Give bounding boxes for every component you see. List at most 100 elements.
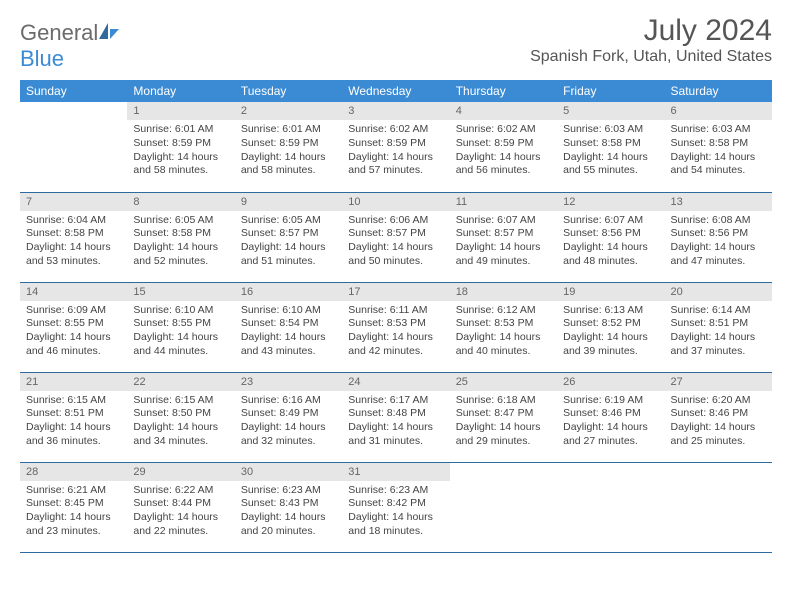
sunset-line: Sunset: 8:49 PM	[241, 407, 336, 421]
day-number: 28	[20, 463, 127, 481]
sunset-line: Sunset: 8:58 PM	[26, 227, 121, 241]
day-number: 25	[450, 373, 557, 391]
day-content: Sunrise: 6:09 AMSunset: 8:55 PMDaylight:…	[20, 301, 127, 365]
day-cell: 9Sunrise: 6:05 AMSunset: 8:57 PMDaylight…	[235, 192, 342, 282]
daylight-line: Daylight: 14 hours and 32 minutes.	[241, 421, 336, 448]
day-content: Sunrise: 6:03 AMSunset: 8:58 PMDaylight:…	[557, 120, 664, 184]
brand-word-2: Blue	[20, 46, 64, 71]
sunrise-line: Sunrise: 6:09 AM	[26, 304, 121, 318]
daylight-line: Daylight: 14 hours and 58 minutes.	[241, 151, 336, 178]
sunset-line: Sunset: 8:46 PM	[563, 407, 658, 421]
week-row: 21Sunrise: 6:15 AMSunset: 8:51 PMDayligh…	[20, 372, 772, 462]
day-number: 14	[20, 283, 127, 301]
daylight-line: Daylight: 14 hours and 54 minutes.	[671, 151, 766, 178]
day-content: Sunrise: 6:07 AMSunset: 8:56 PMDaylight:…	[557, 211, 664, 275]
day-content: Sunrise: 6:17 AMSunset: 8:48 PMDaylight:…	[342, 391, 449, 455]
day-number: 11	[450, 193, 557, 211]
sunrise-line: Sunrise: 6:13 AM	[563, 304, 658, 318]
day-cell: 8Sunrise: 6:05 AMSunset: 8:58 PMDaylight…	[127, 192, 234, 282]
day-content: Sunrise: 6:10 AMSunset: 8:54 PMDaylight:…	[235, 301, 342, 365]
daylight-line: Daylight: 14 hours and 29 minutes.	[456, 421, 551, 448]
sunrise-line: Sunrise: 6:02 AM	[456, 123, 551, 137]
sunrise-line: Sunrise: 6:04 AM	[26, 214, 121, 228]
day-number: 7	[20, 193, 127, 211]
day-content: Sunrise: 6:03 AMSunset: 8:58 PMDaylight:…	[665, 120, 772, 184]
day-cell: 22Sunrise: 6:15 AMSunset: 8:50 PMDayligh…	[127, 372, 234, 462]
daylight-line: Daylight: 14 hours and 20 minutes.	[241, 511, 336, 538]
day-cell: 16Sunrise: 6:10 AMSunset: 8:54 PMDayligh…	[235, 282, 342, 372]
day-cell: 5Sunrise: 6:03 AMSunset: 8:58 PMDaylight…	[557, 102, 664, 192]
day-cell: 11Sunrise: 6:07 AMSunset: 8:57 PMDayligh…	[450, 192, 557, 282]
month-title: July 2024	[530, 14, 772, 48]
daylight-line: Daylight: 14 hours and 18 minutes.	[348, 511, 443, 538]
day-cell: 3Sunrise: 6:02 AMSunset: 8:59 PMDaylight…	[342, 102, 449, 192]
day-content: Sunrise: 6:15 AMSunset: 8:50 PMDaylight:…	[127, 391, 234, 455]
sunrise-line: Sunrise: 6:03 AM	[563, 123, 658, 137]
day-cell: 19Sunrise: 6:13 AMSunset: 8:52 PMDayligh…	[557, 282, 664, 372]
sunrise-line: Sunrise: 6:19 AM	[563, 394, 658, 408]
day-content: Sunrise: 6:06 AMSunset: 8:57 PMDaylight:…	[342, 211, 449, 275]
weekday-header: Saturday	[665, 80, 772, 102]
day-number: 21	[20, 373, 127, 391]
day-number: 18	[450, 283, 557, 301]
sunrise-line: Sunrise: 6:10 AM	[133, 304, 228, 318]
daylight-line: Daylight: 14 hours and 46 minutes.	[26, 331, 121, 358]
day-cell: 26Sunrise: 6:19 AMSunset: 8:46 PMDayligh…	[557, 372, 664, 462]
daylight-line: Daylight: 14 hours and 53 minutes.	[26, 241, 121, 268]
day-cell: 14Sunrise: 6:09 AMSunset: 8:55 PMDayligh…	[20, 282, 127, 372]
sunrise-line: Sunrise: 6:01 AM	[133, 123, 228, 137]
daylight-line: Daylight: 14 hours and 48 minutes.	[563, 241, 658, 268]
sunset-line: Sunset: 8:53 PM	[348, 317, 443, 331]
day-number: 12	[557, 193, 664, 211]
day-cell: 30Sunrise: 6:23 AMSunset: 8:43 PMDayligh…	[235, 462, 342, 552]
sunrise-line: Sunrise: 6:18 AM	[456, 394, 551, 408]
calendar-table: SundayMondayTuesdayWednesdayThursdayFrid…	[20, 80, 772, 553]
day-cell: 24Sunrise: 6:17 AMSunset: 8:48 PMDayligh…	[342, 372, 449, 462]
day-number: 27	[665, 373, 772, 391]
day-content: Sunrise: 6:02 AMSunset: 8:59 PMDaylight:…	[450, 120, 557, 184]
day-number: 30	[235, 463, 342, 481]
day-cell: 28Sunrise: 6:21 AMSunset: 8:45 PMDayligh…	[20, 462, 127, 552]
day-number: 3	[342, 102, 449, 120]
sunrise-line: Sunrise: 6:16 AM	[241, 394, 336, 408]
day-cell: 31Sunrise: 6:23 AMSunset: 8:42 PMDayligh…	[342, 462, 449, 552]
daylight-line: Daylight: 14 hours and 44 minutes.	[133, 331, 228, 358]
day-content: Sunrise: 6:02 AMSunset: 8:59 PMDaylight:…	[342, 120, 449, 184]
brand-logo: General Blue	[20, 14, 120, 72]
day-number: 29	[127, 463, 234, 481]
day-cell: 23Sunrise: 6:16 AMSunset: 8:49 PMDayligh…	[235, 372, 342, 462]
day-number: 9	[235, 193, 342, 211]
day-number: 2	[235, 102, 342, 120]
sunset-line: Sunset: 8:58 PM	[671, 137, 766, 151]
day-cell: 13Sunrise: 6:08 AMSunset: 8:56 PMDayligh…	[665, 192, 772, 282]
day-cell: .	[450, 462, 557, 552]
daylight-line: Daylight: 14 hours and 57 minutes.	[348, 151, 443, 178]
day-number: 10	[342, 193, 449, 211]
sunset-line: Sunset: 8:58 PM	[563, 137, 658, 151]
day-cell: .	[557, 462, 664, 552]
day-content: Sunrise: 6:15 AMSunset: 8:51 PMDaylight:…	[20, 391, 127, 455]
location-label: Spanish Fork, Utah, United States	[530, 48, 772, 66]
day-content: Sunrise: 6:13 AMSunset: 8:52 PMDaylight:…	[557, 301, 664, 365]
sail-icon	[98, 20, 120, 46]
sunrise-line: Sunrise: 6:23 AM	[348, 484, 443, 498]
weekday-header: Friday	[557, 80, 664, 102]
sunrise-line: Sunrise: 6:17 AM	[348, 394, 443, 408]
day-number: 5	[557, 102, 664, 120]
sunset-line: Sunset: 8:52 PM	[563, 317, 658, 331]
daylight-line: Daylight: 14 hours and 23 minutes.	[26, 511, 121, 538]
brand-word-1: General	[20, 20, 98, 45]
day-content: Sunrise: 6:23 AMSunset: 8:43 PMDaylight:…	[235, 481, 342, 545]
day-content: Sunrise: 6:10 AMSunset: 8:55 PMDaylight:…	[127, 301, 234, 365]
sunset-line: Sunset: 8:58 PM	[133, 227, 228, 241]
week-row: 28Sunrise: 6:21 AMSunset: 8:45 PMDayligh…	[20, 462, 772, 552]
sunset-line: Sunset: 8:46 PM	[671, 407, 766, 421]
day-cell: 4Sunrise: 6:02 AMSunset: 8:59 PMDaylight…	[450, 102, 557, 192]
day-content: Sunrise: 6:07 AMSunset: 8:57 PMDaylight:…	[450, 211, 557, 275]
sunrise-line: Sunrise: 6:01 AM	[241, 123, 336, 137]
daylight-line: Daylight: 14 hours and 56 minutes.	[456, 151, 551, 178]
sunset-line: Sunset: 8:51 PM	[671, 317, 766, 331]
day-number: 1	[127, 102, 234, 120]
day-number: 24	[342, 373, 449, 391]
day-content: Sunrise: 6:20 AMSunset: 8:46 PMDaylight:…	[665, 391, 772, 455]
